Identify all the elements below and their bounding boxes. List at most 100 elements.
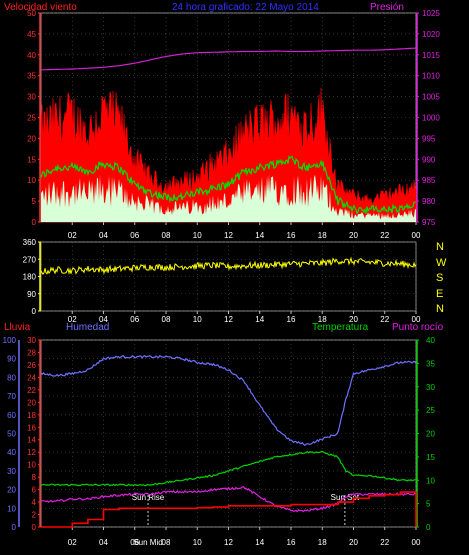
pressure-ytick-label: 1005 [422, 93, 440, 102]
pressure-ytick-label: 1015 [422, 51, 440, 60]
compass-e: E [436, 288, 443, 300]
dir-ytick-label: 90 [27, 290, 36, 299]
wind-gust-area [40, 87, 417, 223]
rain-ytick-label: 20 [27, 398, 36, 407]
wind-xtick-label: 14 [255, 231, 264, 240]
pressure-ytick-label: 985 [422, 176, 436, 185]
pressure-ytick-label: 990 [422, 155, 436, 164]
pressure-ytick-label: 1020 [422, 30, 440, 39]
temperature-label: Temperatura [312, 322, 369, 333]
humidity-ytick-label: 10 [7, 504, 16, 513]
climate-xtick-label: 06 [130, 538, 139, 547]
rain-label: Lluvia [4, 322, 31, 333]
climate-xtick-label: 16 [287, 538, 296, 547]
temp-ytick-label: 5 [426, 500, 431, 509]
temperature-line [40, 450, 417, 487]
wind-xtick-label: 04 [99, 231, 108, 240]
temp-ytick-label: 40 [426, 336, 435, 345]
climate-xtick-label: 20 [349, 538, 358, 547]
dir-ytick-label: 180 [23, 273, 37, 282]
wind-xtick-label: 22 [380, 231, 389, 240]
pressure-ytick-label: 980 [422, 197, 436, 206]
humidity-label: Humedad [66, 322, 109, 333]
wind-xtick-label: 16 [287, 231, 296, 240]
wind-xtick-label: 20 [349, 231, 358, 240]
rain-ytick-label: 0 [32, 523, 37, 532]
climate-xtick-label: 08 [162, 538, 171, 547]
rain-ytick-label: 24 [27, 373, 36, 382]
rain-ytick-label: 26 [27, 361, 36, 370]
dewpoint-label: Punto rocío [392, 322, 444, 333]
wind-average-line [40, 155, 417, 215]
climate-xtick-label: 02 [68, 538, 77, 547]
dir-xtick-label: 16 [287, 315, 296, 324]
dir-xtick-label: 18 [318, 315, 327, 324]
climate-xtick-label: 04 [99, 538, 108, 547]
compass-w: W [436, 257, 447, 269]
wind-xtick-label: 10 [193, 231, 202, 240]
rain-ytick-label: 2 [32, 511, 37, 520]
climate-xtick-label: 22 [380, 538, 389, 547]
rain-ytick-label: 8 [32, 473, 37, 482]
temp-ytick-label: 20 [426, 430, 435, 439]
humidity-ytick-label: 30 [7, 467, 16, 476]
humidity-ytick-label: 100 [3, 336, 17, 345]
dir-xtick-label: 20 [349, 315, 358, 324]
temp-ytick-label: 0 [426, 523, 431, 532]
rain-ytick-label: 28 [27, 348, 36, 357]
climate-xtick-label: 14 [255, 538, 264, 547]
dir-xtick-label: 04 [99, 315, 108, 324]
dir-xtick-label: 00 [412, 315, 421, 324]
wind-xtick-label: 08 [162, 231, 171, 240]
rain-ytick-label: 14 [27, 436, 36, 445]
rain-ytick-label: 10 [27, 461, 36, 470]
dir-ytick-label: 270 [23, 255, 37, 264]
pressure-ytick-label: 1000 [422, 114, 440, 123]
wind-ytick-label: 0 [32, 218, 37, 227]
pressure-line [41, 47, 417, 71]
wind-ytick-label: 40 [27, 51, 36, 60]
sun-mid-label: Sun Mid [133, 538, 162, 547]
dir-xtick-label: 06 [130, 315, 139, 324]
dir-xtick-label: 12 [224, 315, 233, 324]
wind-ytick-label: 45 [27, 30, 36, 39]
wind-ytick-label: 5 [32, 197, 37, 206]
humidity-ytick-label: 40 [7, 448, 16, 457]
temp-ytick-label: 35 [426, 359, 435, 368]
pressure-ytick-label: 1025 [422, 9, 440, 18]
rain-ytick-label: 18 [27, 411, 36, 420]
wind-speed-label: Velocidad viento [4, 2, 77, 13]
wind-ytick-label: 25 [27, 114, 36, 123]
rain-ytick-label: 16 [27, 423, 36, 432]
humidity-ytick-label: 50 [7, 430, 16, 439]
temp-ytick-label: 15 [426, 453, 435, 462]
dir-xtick-label: 10 [193, 315, 202, 324]
temp-ytick-label: 30 [426, 383, 435, 392]
humidity-ytick-label: 0 [12, 523, 17, 532]
pressure-ytick-label: 995 [422, 134, 436, 143]
climate-xtick-label: 18 [318, 538, 327, 547]
climate-xtick-label: 12 [224, 538, 233, 547]
humidity-line [40, 354, 417, 447]
wind-xtick-label: 06 [130, 231, 139, 240]
wind-ytick-label: 50 [27, 9, 36, 18]
dir-ytick-label: 360 [23, 238, 37, 247]
rain-ytick-label: 12 [27, 448, 36, 457]
rain-ytick-label: 30 [27, 336, 36, 345]
wind-xtick-label: 00 [412, 231, 421, 240]
compass-n-bottom: N [436, 303, 444, 315]
humidity-ytick-label: 20 [7, 486, 16, 495]
dir-xtick-label: 14 [255, 315, 264, 324]
wind-ytick-label: 35 [27, 72, 36, 81]
pressure-label: Presión [370, 2, 404, 13]
humidity-ytick-label: 60 [7, 411, 16, 420]
wind-xtick-label: 18 [318, 231, 327, 240]
dir-xtick-label: 22 [380, 315, 389, 324]
wind-direction-line [40, 256, 417, 275]
humidity-ytick-label: 80 [7, 373, 16, 382]
humidity-ytick-label: 90 [7, 355, 16, 364]
rain-ytick-label: 4 [32, 498, 37, 507]
dir-xtick-label: 08 [162, 315, 171, 324]
wind-base-area [41, 174, 416, 222]
